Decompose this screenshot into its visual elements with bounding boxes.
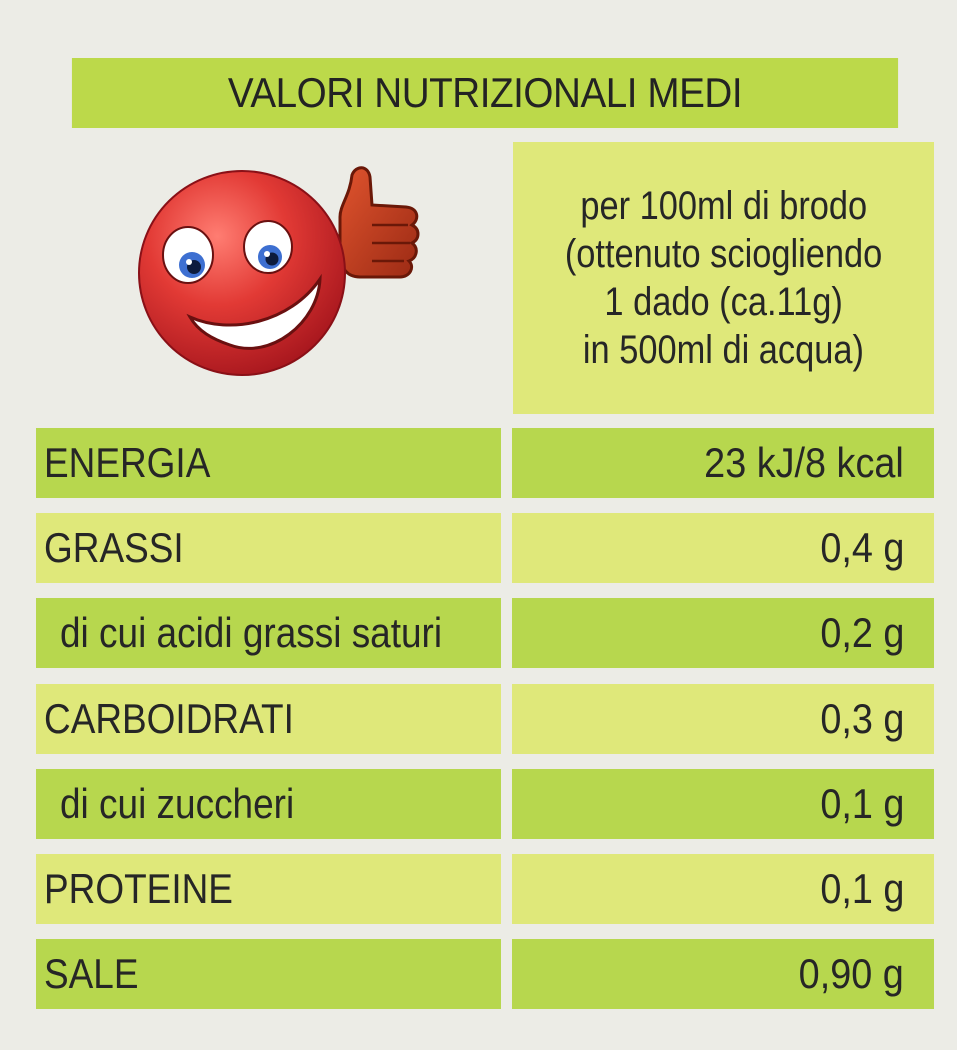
nutrient-label: CARBOIDRATI	[44, 695, 294, 742]
serving-line-4: in 500ml di acqua)	[582, 328, 865, 372]
nutrient-value: 0,90 g	[798, 950, 904, 997]
nutrition-title: VALORI NUTRIZIONALI MEDI	[71, 58, 899, 128]
nutrient-row-sale: SALE 0,90 g	[36, 939, 934, 1009]
nutrient-label: di cui zuccheri	[60, 780, 295, 827]
nutrient-label: ENERGIA	[44, 439, 211, 486]
serving-line-2: (ottenuto sciogliendo	[564, 232, 883, 276]
serving-info: per 100ml di brodo (ottenuto sciogliendo…	[513, 142, 934, 414]
nutrition-title-text: VALORI NUTRIZIONALI MEDI	[227, 69, 743, 116]
nutrient-row-energia: ENERGIA 23 kJ/8 kcal	[36, 428, 934, 498]
serving-line-3: 1 dado (ca.11g)	[604, 280, 843, 324]
nutrient-value: 23 kJ/8 kcal	[704, 439, 904, 486]
serving-line-1: per 100ml di brodo	[580, 184, 867, 228]
nutrient-value: 0,4 g	[819, 524, 904, 571]
nutrient-value: 0,1 g	[819, 865, 904, 912]
nutrient-value: 0,2 g	[819, 609, 904, 656]
mascot-smile	[186, 273, 322, 350]
nutrient-label: di cui acidi grassi saturi	[60, 609, 443, 656]
nutrient-label: PROTEINE	[44, 865, 233, 912]
nutrient-value: 0,3 g	[819, 695, 904, 742]
nutrient-value: 0,1 g	[819, 780, 904, 827]
nutrient-row-proteine: PROTEINE 0,1 g	[36, 854, 934, 924]
nutrient-row-grassi: GRASSI 0,4 g	[36, 513, 934, 583]
thumb-hand	[338, 166, 420, 279]
mascot-eyes	[162, 220, 293, 284]
nutrient-label: GRASSI	[44, 524, 184, 571]
nutrient-row-saturi: di cui acidi grassi saturi 0,2 g	[36, 598, 934, 668]
nutrient-row-carboidrati: CARBOIDRATI 0,3 g	[36, 684, 934, 754]
nutrient-label: SALE	[44, 950, 139, 997]
red-smiling-ball-thumbs-up-icon	[138, 166, 420, 376]
nutrient-row-zuccheri: di cui zuccheri 0,1 g	[36, 769, 934, 839]
